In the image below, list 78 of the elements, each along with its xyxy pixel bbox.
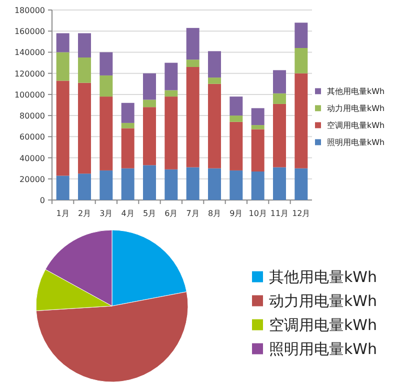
bar	[186, 167, 200, 200]
x-tick-label: 9月	[230, 209, 243, 218]
y-tick-label: 180000	[14, 6, 45, 15]
x-tick-label: 2月	[78, 209, 92, 218]
legend-label: 动力用电量kWh	[327, 104, 385, 113]
y-tick-label: 140000	[14, 48, 45, 58]
x-tick-label: 6月	[164, 209, 178, 218]
bar	[56, 33, 70, 52]
x-tick-label: 4月	[121, 209, 134, 218]
x-tick-label: 10月	[248, 209, 267, 218]
y-tick-label: 100000	[14, 90, 45, 100]
bar	[56, 52, 70, 81]
bar	[273, 104, 286, 168]
bar	[78, 82, 91, 174]
bar	[208, 51, 221, 78]
bar	[78, 58, 91, 83]
y-tick-label: 80000	[20, 112, 45, 121]
x-tick-label: 7月	[186, 209, 200, 218]
x-tick-label: 11月	[270, 209, 289, 218]
bar	[273, 70, 286, 94]
legend-label: 照明用电量kWh	[269, 340, 378, 358]
bar	[186, 28, 200, 60]
bar	[143, 73, 156, 100]
bar	[143, 107, 156, 166]
bar	[251, 129, 264, 172]
bar	[143, 165, 156, 200]
bar	[251, 172, 264, 200]
bar	[186, 60, 200, 67]
y-tick-label: 60000	[20, 132, 45, 142]
x-tick-label: 5月	[142, 209, 156, 218]
bar	[230, 170, 243, 200]
bar	[121, 102, 134, 123]
y-tick-label: 0	[40, 196, 45, 205]
bar	[78, 174, 91, 200]
y-tick-label: 20000	[20, 174, 45, 184]
bar	[208, 84, 221, 168]
bar	[121, 122, 134, 128]
bar	[100, 170, 113, 200]
bar	[56, 176, 70, 200]
bar	[251, 108, 264, 126]
x-tick-label: 1月	[56, 209, 70, 218]
bar	[208, 78, 221, 84]
y-tick-label: 40000	[20, 154, 45, 163]
bar	[164, 62, 178, 90]
bar	[294, 48, 308, 74]
bar	[100, 75, 113, 97]
bar	[56, 80, 70, 176]
bar	[208, 168, 221, 200]
legend-label: 空调用电量kWh	[327, 121, 385, 130]
bar	[164, 96, 178, 170]
y-tick-label: 120000	[14, 69, 45, 78]
bar	[230, 122, 243, 170]
legend-label: 空调用电量kWh	[269, 316, 378, 334]
legend-label: 其他用电量kWh	[327, 87, 385, 96]
bar	[273, 93, 286, 104]
bar	[100, 52, 113, 76]
x-tick-label: 12月	[292, 209, 310, 218]
bar	[78, 33, 91, 58]
bar	[230, 116, 243, 122]
bar	[294, 73, 308, 168]
bar	[164, 169, 178, 200]
legend-label: 动力用电量kWh	[269, 292, 378, 310]
legend-label: 照明用电量kWh	[327, 138, 385, 147]
bar	[186, 67, 200, 168]
bar	[273, 167, 286, 200]
bar	[164, 90, 178, 97]
x-tick-label: 3月	[100, 209, 113, 218]
bar	[294, 22, 308, 48]
x-tick-label: 8月	[208, 209, 222, 218]
bar	[251, 125, 264, 130]
bar	[230, 96, 243, 116]
bar	[143, 100, 156, 108]
bar	[121, 168, 134, 200]
legend-label: 其他用电量kWh	[269, 268, 378, 286]
bar	[121, 128, 134, 168]
bar	[100, 96, 113, 170]
bar	[294, 168, 308, 200]
y-tick-label: 160000	[14, 27, 45, 36]
